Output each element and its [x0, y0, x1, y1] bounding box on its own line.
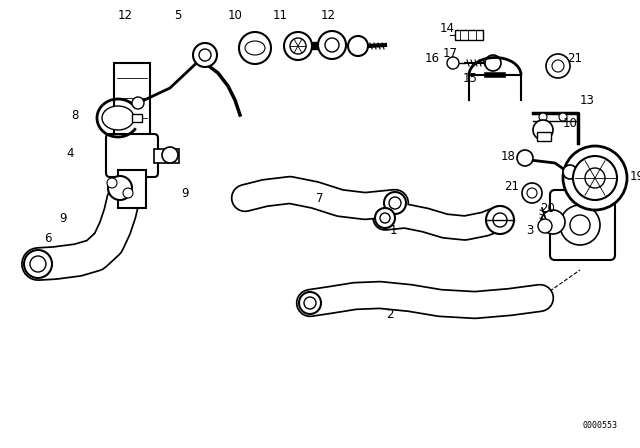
Ellipse shape: [102, 106, 134, 130]
Text: 21: 21: [568, 52, 582, 65]
Circle shape: [546, 54, 570, 78]
Circle shape: [493, 213, 507, 227]
Circle shape: [538, 219, 552, 233]
Text: 18: 18: [500, 150, 515, 163]
Circle shape: [552, 60, 564, 72]
Text: 1: 1: [389, 224, 397, 237]
Text: 16: 16: [424, 52, 440, 65]
Text: 20: 20: [541, 202, 556, 215]
FancyBboxPatch shape: [550, 190, 615, 260]
Circle shape: [325, 38, 339, 52]
Circle shape: [570, 215, 590, 235]
Circle shape: [132, 97, 144, 109]
Bar: [114, 63, 150, 143]
Text: 15: 15: [463, 72, 477, 85]
Text: 19: 19: [630, 169, 640, 182]
Circle shape: [573, 156, 617, 200]
Bar: [537, 132, 551, 141]
Text: 11: 11: [273, 9, 287, 22]
Circle shape: [375, 208, 395, 228]
Bar: [154, 149, 179, 163]
Circle shape: [384, 192, 406, 214]
Text: 7: 7: [316, 191, 324, 204]
Text: 0000553: 0000553: [582, 421, 618, 430]
Circle shape: [563, 165, 577, 179]
Text: 2: 2: [387, 309, 394, 322]
Text: 17: 17: [442, 47, 458, 60]
Circle shape: [380, 213, 390, 223]
Circle shape: [527, 188, 537, 198]
FancyBboxPatch shape: [106, 134, 158, 177]
Circle shape: [193, 43, 217, 67]
Circle shape: [517, 150, 533, 166]
Circle shape: [539, 113, 547, 121]
Text: 9: 9: [60, 211, 67, 224]
Text: 6: 6: [44, 232, 52, 245]
Circle shape: [447, 57, 459, 69]
Circle shape: [199, 49, 211, 61]
Circle shape: [533, 120, 553, 140]
Text: 14: 14: [440, 22, 454, 34]
Text: 10: 10: [563, 116, 577, 129]
Circle shape: [486, 206, 514, 234]
Circle shape: [541, 210, 565, 234]
Circle shape: [318, 31, 346, 59]
Text: 4: 4: [67, 146, 74, 159]
Text: 12: 12: [118, 9, 132, 22]
Circle shape: [108, 176, 132, 200]
Circle shape: [284, 32, 312, 60]
Circle shape: [560, 205, 600, 245]
Text: 12: 12: [321, 9, 335, 22]
Circle shape: [123, 188, 133, 198]
Circle shape: [24, 250, 52, 278]
Circle shape: [563, 146, 627, 210]
Text: 13: 13: [580, 94, 595, 107]
Circle shape: [585, 168, 605, 188]
Circle shape: [30, 256, 46, 272]
Bar: [118, 170, 146, 208]
Circle shape: [299, 292, 321, 314]
Circle shape: [348, 36, 368, 56]
Circle shape: [522, 183, 542, 203]
Circle shape: [485, 55, 501, 71]
Bar: [132, 114, 142, 122]
Circle shape: [239, 32, 271, 64]
Circle shape: [304, 297, 316, 309]
Bar: [455, 30, 483, 40]
Text: 10: 10: [228, 9, 243, 22]
Circle shape: [559, 113, 567, 121]
Circle shape: [389, 197, 401, 209]
Text: 3: 3: [526, 224, 534, 237]
Text: 8: 8: [71, 108, 79, 121]
Circle shape: [290, 38, 306, 54]
Ellipse shape: [245, 41, 265, 55]
Text: 9: 9: [181, 186, 189, 199]
Text: 21: 21: [504, 180, 520, 193]
Text: 5: 5: [174, 9, 182, 22]
Circle shape: [107, 178, 117, 188]
Circle shape: [162, 147, 178, 163]
